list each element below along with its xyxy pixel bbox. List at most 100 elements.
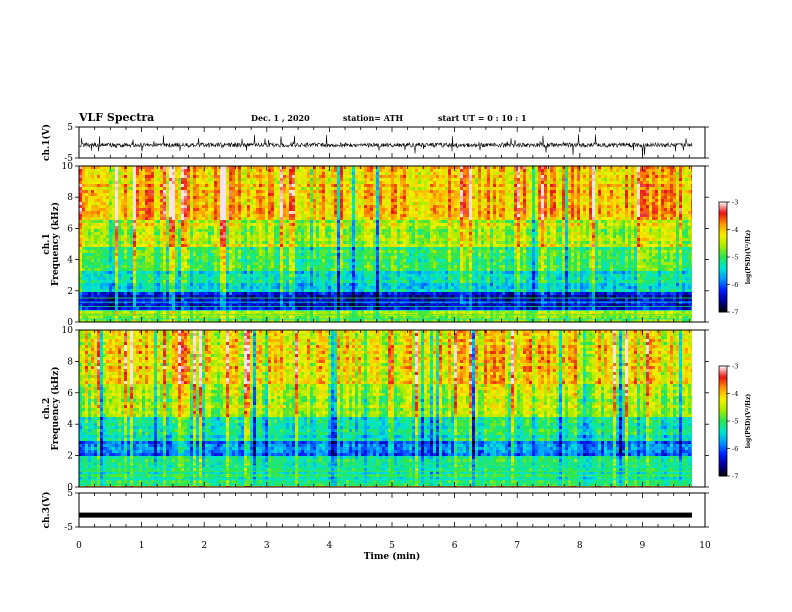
ch1-spectrogram-cell	[667, 232, 670, 235]
ch1-spectrogram-cell	[337, 166, 340, 169]
ch1-spectrogram-cell	[571, 187, 574, 190]
ch1-spectrogram-cell	[466, 172, 469, 175]
ch1-spectrogram-cell	[169, 214, 172, 217]
ch1-spectrogram-cell	[175, 181, 178, 184]
ch1-spectrogram-cell	[550, 193, 553, 196]
ch1-spectrogram-cell	[583, 187, 586, 190]
ch1-spectrogram-cell	[223, 184, 226, 187]
ch1-spectrogram-cell	[124, 238, 127, 241]
ch1-spectrogram-cell	[586, 184, 589, 187]
ch1-spectrogram-cell	[442, 190, 445, 193]
ch1-spectrogram-cell	[670, 178, 673, 181]
ch1-spectrogram-cell	[337, 175, 340, 178]
ch1-spectrogram-cell	[511, 178, 514, 181]
ch1-spectrogram-cell	[397, 229, 400, 232]
ch1-spectrogram-cell	[277, 205, 280, 208]
ch1-spectrogram-cell	[127, 166, 130, 169]
ch1-spectrogram-cell	[232, 181, 235, 184]
ch1-spectrogram-cell	[463, 229, 466, 232]
ch1-spectrogram-cell	[220, 205, 223, 208]
ch1-spectrogram-cell	[271, 184, 274, 187]
ch1-spectrogram-cell	[109, 169, 112, 172]
ch1-spectrogram-cell	[292, 175, 295, 178]
ch1-spectrogram-cell	[619, 199, 622, 202]
ch1-spectrogram-cell	[154, 214, 157, 217]
ch1-spectrogram-cell	[241, 229, 244, 232]
ch1-spectrogram-cell	[454, 196, 457, 199]
ch1-spectrogram-cell	[181, 181, 184, 184]
ch1-spectrogram-cell	[448, 199, 451, 202]
ch1-spectrogram-cell	[415, 178, 418, 181]
ch1-spectrogram-cell	[334, 166, 337, 169]
ch1-spectrogram-cell	[508, 166, 511, 169]
ch1-spectrogram-cell	[469, 205, 472, 208]
ch1-spectrogram-cell	[211, 220, 214, 223]
ch1-spectrogram-cell	[517, 193, 520, 196]
ch1-spectrogram-cell	[262, 205, 265, 208]
ch1-spectrogram-cell	[511, 214, 514, 217]
ch1-spectrogram-cell	[511, 217, 514, 220]
ch1-spectrogram-cell	[649, 190, 652, 193]
ch1-spectrogram-cell	[262, 226, 265, 229]
ch1-spectrogram-cell	[112, 178, 115, 181]
ch1-spectrogram-cell	[112, 226, 115, 229]
ch1-spectrogram-cell	[649, 166, 652, 169]
ch1-spectrogram-cell	[424, 187, 427, 190]
ch1-spectrogram-cell	[634, 220, 637, 223]
ch1-spectrogram-cell	[196, 217, 199, 220]
ch1-spectrogram-cell	[316, 226, 319, 229]
ch1-spectrogram-cell	[505, 235, 508, 238]
ch1-spectrogram-cell	[307, 166, 310, 169]
ch1-spectrogram-cell	[352, 175, 355, 178]
ch1-spectrogram-cell	[262, 169, 265, 172]
ch1-spectrogram-cell	[454, 175, 457, 178]
ch1-spectrogram-cell	[526, 235, 529, 238]
ch1-spectrogram-cell	[685, 187, 688, 190]
ch1-spectrogram-cell	[649, 214, 652, 217]
ch1-spectrogram-cell	[598, 217, 601, 220]
ch1-spectrogram-cell	[643, 199, 646, 202]
ch1-spectrogram-cell	[121, 202, 124, 205]
ch1-spectrogram-cell	[625, 208, 628, 211]
ch1-spectrogram-cell	[673, 187, 676, 190]
ch1-spectrogram-cell	[247, 217, 250, 220]
ch1-spectrogram-cell	[580, 220, 583, 223]
ch1-spectrogram-cell	[592, 172, 595, 175]
ch1-spectrogram-cell	[532, 211, 535, 214]
ch1-spectrogram-cell	[88, 196, 91, 199]
ch1-spectrogram-cell	[187, 205, 190, 208]
ch1-spectrogram-cell	[604, 211, 607, 214]
ch1-spectrogram-cell	[568, 169, 571, 172]
ch1-spectrogram-cell	[580, 187, 583, 190]
ch1-spectrogram-cell	[427, 184, 430, 187]
ch1-spectrogram-cell	[313, 202, 316, 205]
ch1-spectrogram-cell	[229, 181, 232, 184]
ch1-spectrogram-cell	[445, 184, 448, 187]
ch1-spectrogram-cell	[688, 184, 691, 187]
ch1-spectrogram-cell	[679, 214, 682, 217]
ch1-spectrogram-cell	[568, 220, 571, 223]
ch1-spectrogram-cell	[616, 214, 619, 217]
ch1-spectrogram-cell	[241, 193, 244, 196]
ch1-spectrogram-cell	[619, 172, 622, 175]
ch1-spectrogram-cell	[595, 235, 598, 238]
ch1-spectrogram-cell	[280, 214, 283, 217]
ch1-spectrogram-cell	[334, 187, 337, 190]
ch1-spectrogram-cell	[250, 211, 253, 214]
ch1-spectrogram-cell	[535, 208, 538, 211]
ch1-spectrogram-cell	[157, 220, 160, 223]
ch1-spectrogram-cell	[331, 166, 334, 169]
ch1-spectrogram-cell	[601, 208, 604, 211]
ch1-spectrogram-cell	[640, 232, 643, 235]
ch1-spectrogram-cell	[352, 235, 355, 238]
ch1-spectrogram-cell	[454, 172, 457, 175]
ch1-spectrogram-cell	[148, 166, 151, 169]
ch1-spectrogram-cell	[649, 181, 652, 184]
ch1-spectrogram-cell	[106, 235, 109, 238]
ch1-spectrogram-cell	[238, 223, 241, 226]
ch1-spectrogram-cell	[271, 226, 274, 229]
ch1-spectrogram-cell	[559, 217, 562, 220]
ch1-spectrogram-cell	[691, 172, 692, 175]
ch1-spectrogram-cell	[439, 220, 442, 223]
ch1-spectrogram-cell	[385, 199, 388, 202]
